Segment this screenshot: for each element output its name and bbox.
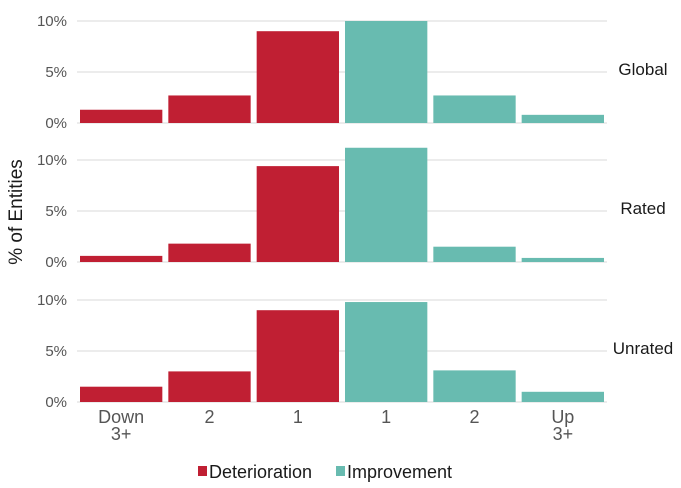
- facet-label: Rated: [620, 199, 665, 218]
- y-tick-label: 0%: [45, 254, 67, 271]
- x-tick-label: 1: [293, 407, 303, 427]
- bar-unrated-det-1: [168, 371, 251, 402]
- legend: Deterioration Improvement: [198, 462, 452, 482]
- facet-panel-rated: 0% 5% 10% Rated: [37, 147, 666, 271]
- x-tick-label: 2: [469, 407, 479, 427]
- y-axis-title: % of Entities: [6, 159, 27, 265]
- facet-panel-global: 0% 5% 10% Global: [37, 13, 668, 132]
- y-tick-label: 5%: [45, 64, 67, 81]
- y-tick-label: 0%: [45, 394, 67, 411]
- bar-global-det-1: [168, 95, 251, 123]
- facet-panel-unrated: 0% 5% 10% Unrated: [37, 292, 673, 411]
- y-tick-label: 5%: [45, 203, 67, 220]
- bar-rated-imp-3: [345, 147, 428, 262]
- legend-swatch-improvement: [336, 466, 345, 476]
- bar-unrated-imp-3: [345, 302, 428, 402]
- bar-global-imp-3: [345, 21, 428, 123]
- x-tick-label: Up 3+: [551, 407, 574, 444]
- legend-label-improvement: Improvement: [347, 462, 452, 482]
- bar-rated-imp-4: [433, 246, 516, 262]
- legend-swatch-deterioration: [198, 466, 207, 476]
- bar-unrated-imp-4: [433, 370, 516, 402]
- bar-unrated-det-2: [256, 310, 339, 402]
- bar-global-imp-5: [521, 114, 604, 123]
- bar-rated-imp-5: [521, 257, 604, 262]
- bar-global-det-0: [80, 109, 163, 123]
- facet-label: Unrated: [613, 339, 673, 358]
- y-tick-label: 0%: [45, 115, 67, 132]
- facet-panels: 0% 5% 10% Global 0% 5% 10% Rated 0% 5% 10% Unrated: [37, 13, 673, 411]
- bar-rated-det-1: [168, 243, 251, 262]
- bar-unrated-imp-5: [521, 391, 604, 402]
- y-tick-label: 10%: [37, 152, 67, 169]
- x-tick-label: Down 3+: [98, 407, 144, 444]
- bar-global-imp-4: [433, 95, 516, 123]
- x-tick-label: 1: [381, 407, 391, 427]
- legend-label-deterioration: Deterioration: [209, 462, 312, 482]
- x-tick-label: 2: [204, 407, 214, 427]
- bar-unrated-det-0: [80, 386, 163, 402]
- y-tick-label: 10%: [37, 292, 67, 309]
- bar-global-det-2: [256, 31, 339, 124]
- x-axis: Down 3+ 2 1 1 2 Up 3+: [98, 407, 574, 444]
- y-tick-label: 5%: [45, 343, 67, 360]
- bar-rated-det-0: [80, 255, 163, 262]
- bar-rated-det-2: [256, 166, 339, 262]
- y-tick-label: 10%: [37, 13, 67, 30]
- facet-label: Global: [618, 60, 667, 79]
